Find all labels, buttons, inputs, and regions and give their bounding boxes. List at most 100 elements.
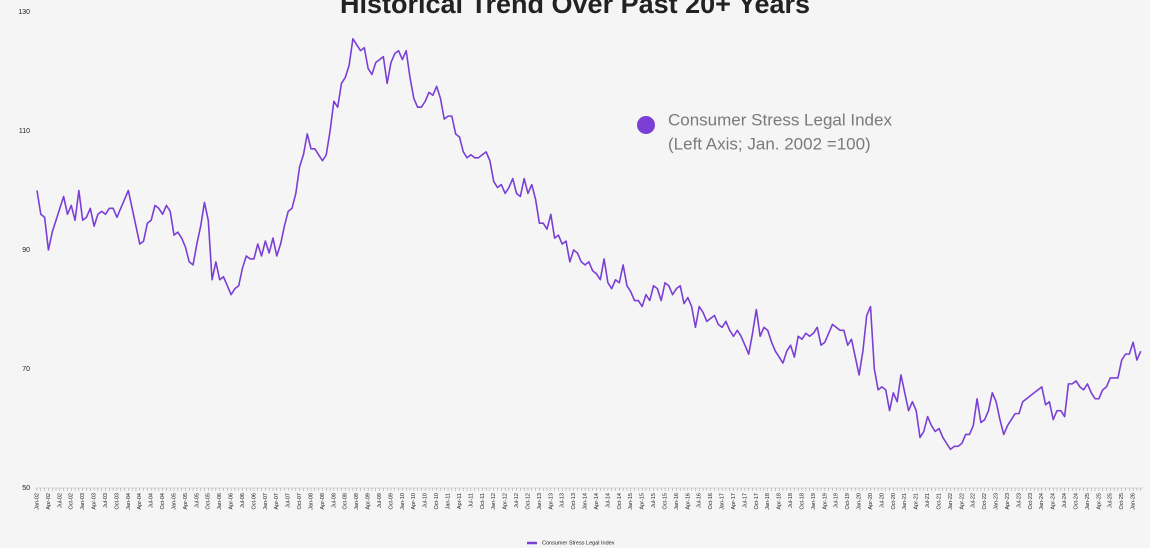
x-tick-label: Apr-05: [183, 493, 189, 510]
x-tick-label: Jan-26: [1131, 493, 1137, 510]
x-tick-label: Jul-10: [423, 493, 429, 508]
x-tick-label: Oct-02: [69, 493, 75, 510]
x-tick-label: Oct-09: [388, 493, 394, 510]
x-tick-label: Jan-21: [902, 493, 908, 510]
x-tick-label: Jul-21: [925, 493, 931, 508]
x-tick-label: Apr-14: [594, 493, 600, 510]
x-tick-label: Jan-08: [308, 493, 314, 510]
x-tick-label: Jan-09: [354, 493, 360, 510]
x-tick-label: Jan-07: [263, 493, 269, 510]
x-tick-label: Jan-16: [674, 493, 680, 510]
x-tick-label: Jan-20: [857, 493, 863, 510]
y-tick-label: 110: [19, 128, 30, 135]
x-tick-label: Apr-03: [92, 493, 98, 510]
x-tick-label: Jul-18: [788, 493, 794, 508]
x-tick-label: Apr-22: [959, 493, 965, 510]
x-tick-label: Oct-17: [754, 493, 760, 510]
x-tick-label: Oct-05: [206, 493, 212, 510]
line-series: [36, 37, 1142, 451]
x-tick-label: Jul-04: [149, 493, 155, 508]
x-tick-label: Oct-08: [343, 493, 349, 510]
x-tick-label: Jul-02: [57, 493, 63, 508]
x-tick-label: Jul-08: [331, 493, 337, 508]
x-tick-label: Jul-09: [377, 493, 383, 508]
x-tick-label: Apr-16: [685, 493, 691, 510]
x-tick-label: Apr-12: [503, 493, 509, 510]
x-tick-label: Oct-19: [845, 493, 851, 510]
annotation: Consumer Stress Legal Index: [668, 110, 892, 129]
x-tick-label: Jul-24: [1062, 493, 1068, 508]
y-tick-label: 90: [22, 247, 30, 254]
x-tick-label: Jul-25: [1108, 493, 1114, 508]
x-tick-label: Apr-23: [1005, 493, 1011, 510]
annotation-dot: [637, 116, 655, 134]
x-tick-label: Jul-06: [240, 493, 246, 508]
x-tick-label: Apr-07: [274, 493, 280, 510]
x-tick-label: Jan-18: [765, 493, 771, 510]
x-tick-label: Jul-19: [834, 493, 840, 508]
x-tick-label: Jan-17: [720, 493, 726, 510]
x-tick-label: Jan-11: [446, 493, 452, 509]
x-tick-label: Jan-04: [126, 493, 132, 510]
x-tick-label: Jul-23: [1016, 493, 1022, 508]
x-tick-label: Jan-24: [1039, 493, 1045, 510]
x-tick-label: Apr-09: [366, 493, 372, 510]
x-tick-label: Jan-23: [994, 493, 1000, 510]
x-tick-label: Jan-06: [217, 493, 223, 510]
x-tick-label: Jan-02: [34, 493, 40, 510]
x-tick-label: Jan-03: [80, 493, 86, 510]
x-tick-label: Jul-13: [560, 493, 566, 508]
y-tick-label: 70: [22, 366, 30, 373]
y-tick-label: 50: [22, 485, 30, 492]
x-tick-label: Oct-25: [1119, 493, 1125, 510]
chart-title: Historical Trend Over Past 20+ Years: [340, 0, 810, 19]
x-tick-label: Jul-17: [742, 493, 748, 508]
annotation: (Left Axis; Jan. 2002 =100): [668, 134, 871, 153]
x-tick-label: Oct-23: [1028, 493, 1034, 510]
x-tick-label: Apr-13: [548, 493, 554, 510]
x-tick-label: Apr-25: [1096, 493, 1102, 510]
x-tick-label: Apr-02: [46, 493, 52, 510]
x-tick-label: Jan-12: [491, 493, 497, 510]
x-tick-label: Jul-16: [697, 493, 703, 508]
x-tick-label: Jul-12: [514, 493, 520, 508]
legend-label: Consumer Stress Legal Index: [542, 540, 615, 546]
x-tick-label: Jan-22: [948, 493, 954, 510]
x-tick-label: Apr-06: [229, 493, 235, 510]
x-tick-label: Jan-10: [400, 493, 406, 510]
x-tick-label: Apr-24: [1051, 493, 1057, 510]
x-tick-label: Oct-03: [114, 493, 120, 510]
x-tick-label: Oct-16: [708, 493, 714, 510]
x-tick-label: Oct-21: [936, 493, 942, 510]
x-tick-label: Oct-18: [799, 493, 805, 510]
x-tick-label: Apr-04: [137, 493, 143, 510]
x-tick-label: Oct-15: [662, 493, 668, 510]
x-tick-label: Oct-10: [434, 493, 440, 510]
x-tick-label: Jul-03: [103, 493, 109, 508]
x-tick-label: Apr-10: [411, 493, 417, 510]
x-tick-label: Oct-20: [891, 493, 897, 510]
x-tick-label: Jan-14: [583, 493, 589, 510]
x-tick-label: Jul-22: [971, 493, 977, 508]
x-tick-label: Jul-05: [194, 493, 200, 508]
x-tick-label: Oct-04: [160, 493, 166, 510]
x-tick-label: Oct-13: [571, 493, 577, 510]
y-tick-label: 130: [18, 9, 30, 16]
x-tick-label: Apr-20: [868, 493, 874, 510]
x-tick-label: Apr-11: [457, 493, 463, 509]
x-tick-label: Jul-15: [651, 493, 657, 508]
x-tick-label: Oct-11: [480, 493, 486, 509]
x-tick-label: Jan-15: [628, 493, 634, 510]
x-tick-label: Oct-24: [1073, 493, 1079, 510]
x-tick-label: Apr-21: [914, 493, 920, 510]
x-tick-label: Oct-22: [982, 493, 988, 510]
x-tick-label: Apr-15: [640, 493, 646, 510]
x-tick-label: Apr-19: [822, 493, 828, 510]
x-tick-label: Oct-06: [251, 493, 257, 510]
x-tick-label: Jul-20: [879, 493, 885, 508]
x-tick-label: Jan-19: [811, 493, 817, 510]
x-tick-label: Apr-17: [731, 493, 737, 510]
x-tick-label: Jul-11: [468, 493, 474, 508]
